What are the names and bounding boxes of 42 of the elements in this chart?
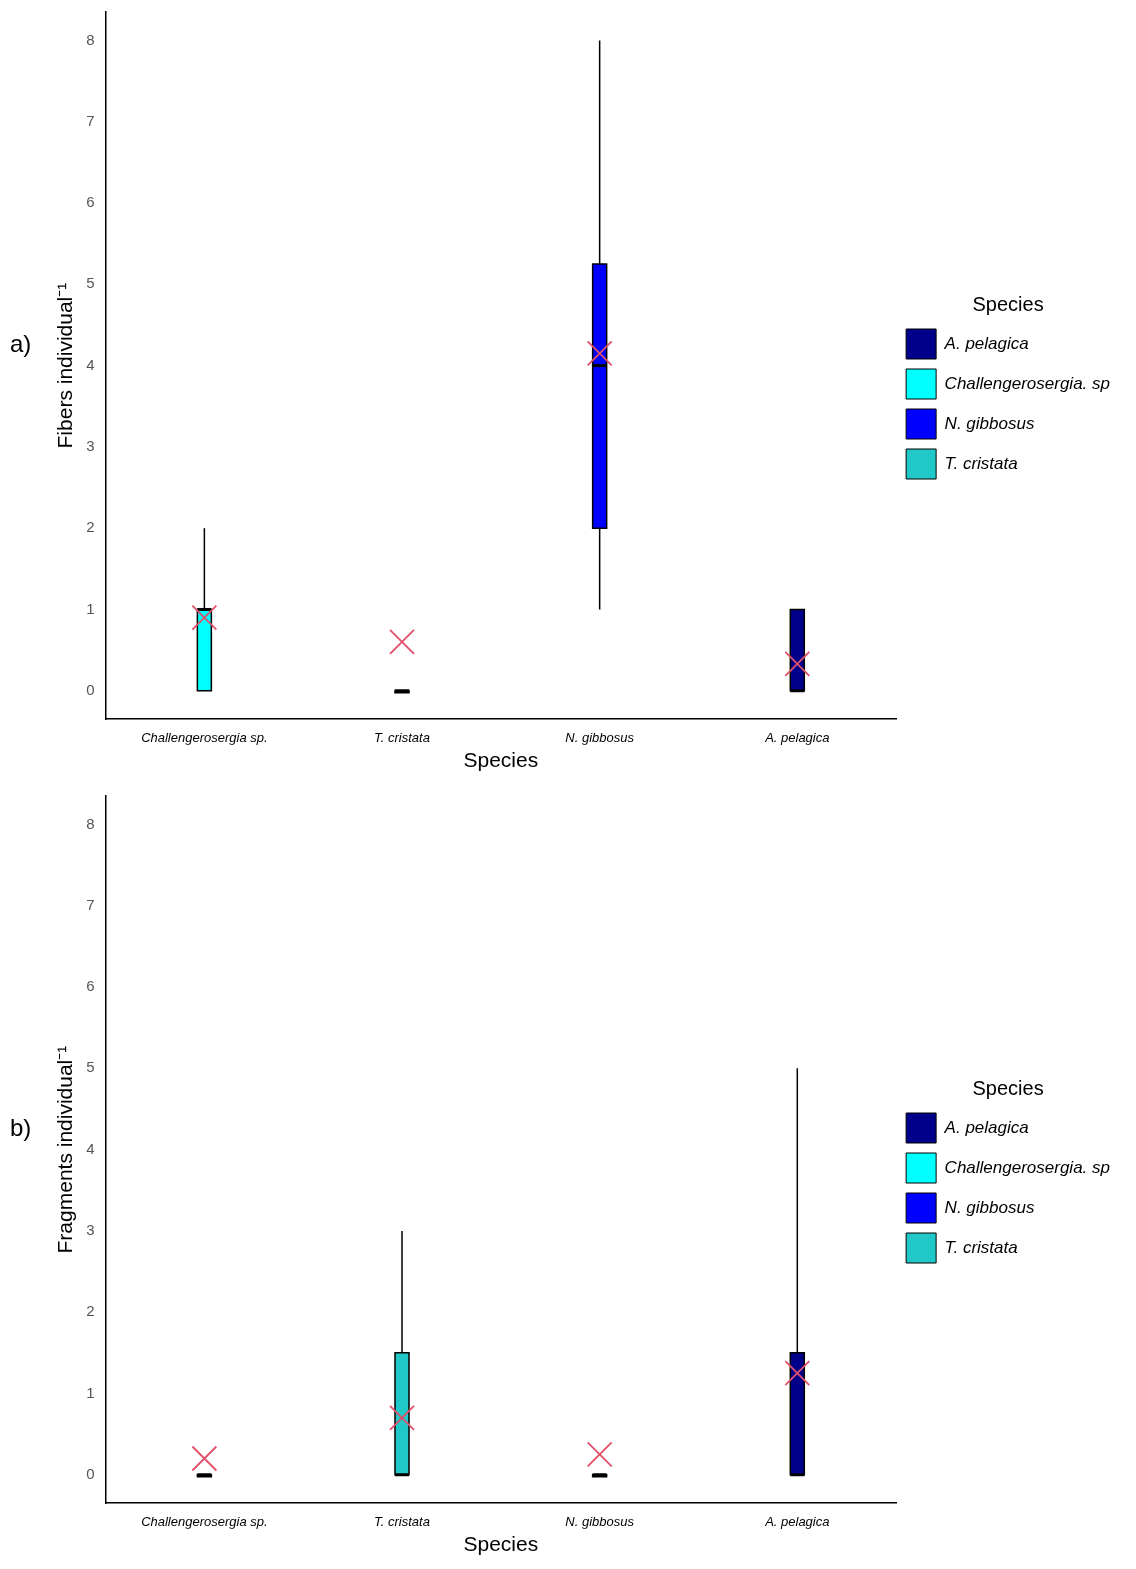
y-tick-label: 1 (86, 1383, 95, 1401)
y-axis-title: Fibers individual⁻¹ (53, 282, 77, 449)
legend-label: N. gibbosus (944, 413, 1035, 433)
y-tick-label: 8 (86, 30, 95, 48)
legend-label: N. gibbosus (944, 1197, 1035, 1217)
y-tick-label: 1 (86, 599, 95, 617)
x-tick-label: T. cristata (374, 1513, 430, 1529)
y-tick-label: 3 (86, 437, 95, 455)
legend-label: Challengerosergia. sp (944, 1157, 1111, 1177)
x-tick-label: Challengerosergia sp. (141, 1513, 268, 1529)
y-tick-label: 0 (86, 680, 95, 698)
y-tick-label: 2 (86, 518, 95, 536)
text: a) (10, 330, 32, 358)
legend-label: Challengerosergia. sp (944, 373, 1111, 393)
y-tick-label: 5 (86, 274, 95, 292)
y-tick-label: 7 (86, 895, 95, 913)
y-tick-label: 2 (86, 1302, 95, 1320)
x-tick-label: T. cristata (374, 729, 430, 745)
y-tick-label: 4 (86, 355, 95, 373)
x-tick-label: N. gibbosus (565, 1513, 635, 1529)
y-tick-label: 4 (86, 1139, 95, 1157)
text: b) (10, 1114, 32, 1142)
y-tick-label: 0 (86, 1464, 95, 1482)
y-tick-label: 3 (86, 1221, 95, 1239)
legend-title: Species (972, 292, 1044, 315)
y-tick-label: 6 (86, 977, 95, 995)
y-axis-title: Fragments individual⁻¹ (53, 1045, 77, 1254)
x-axis-title: Species (463, 748, 539, 772)
x-tick-label: A. pelagica (764, 729, 830, 745)
y-tick-label: 6 (86, 193, 95, 211)
legend-label: T. cristata (944, 1237, 1018, 1257)
x-axis-title: Species (463, 1532, 539, 1556)
y-tick-label: 5 (86, 1058, 95, 1076)
x-tick-label: N. gibbosus (565, 729, 635, 745)
legend-label: T. cristata (944, 453, 1018, 473)
legend-title: Species (972, 1076, 1044, 1099)
x-tick-label: Challengerosergia sp. (141, 729, 268, 745)
legend-label: A. pelagica (943, 333, 1029, 353)
y-tick-label: 7 (86, 111, 95, 129)
legend-label: A. pelagica (943, 1117, 1029, 1137)
y-tick-label: 8 (86, 814, 95, 832)
x-tick-label: A. pelagica (764, 1513, 830, 1529)
